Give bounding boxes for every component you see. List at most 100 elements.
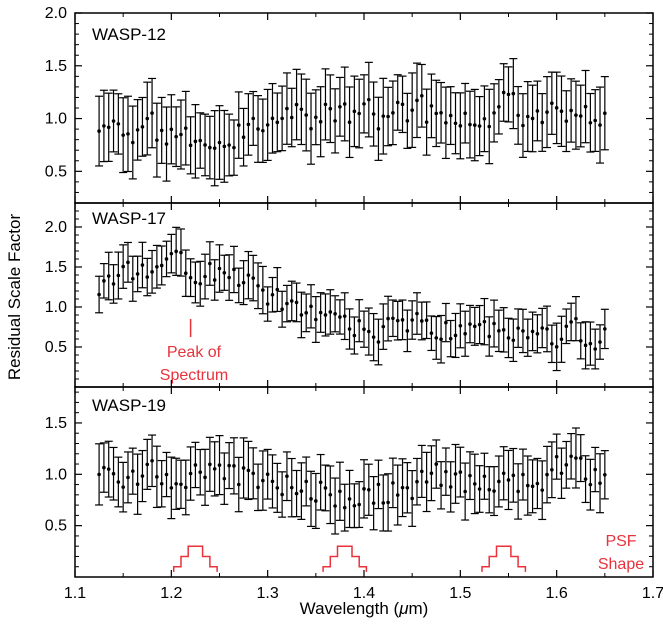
data-point bbox=[506, 478, 511, 482]
data-point bbox=[439, 110, 443, 115]
panel-label-wasp-12: WASP-12 bbox=[92, 25, 166, 44]
data-point bbox=[477, 487, 482, 491]
data-point bbox=[116, 273, 121, 278]
data-point bbox=[145, 275, 150, 279]
data-point bbox=[140, 263, 145, 267]
data-point bbox=[415, 311, 419, 316]
data-point bbox=[598, 123, 602, 127]
data-point bbox=[270, 292, 275, 297]
y-tick-label: 2.0 bbox=[45, 219, 67, 236]
data-point bbox=[569, 108, 573, 113]
data-point bbox=[198, 138, 203, 143]
data-point bbox=[521, 329, 525, 333]
data-point bbox=[102, 124, 106, 128]
data-point bbox=[256, 485, 260, 490]
data-point bbox=[381, 501, 386, 505]
data-point bbox=[578, 114, 583, 118]
data-point bbox=[342, 314, 347, 318]
data-point bbox=[309, 126, 313, 131]
data-point bbox=[328, 492, 333, 497]
data-point bbox=[265, 123, 270, 127]
x-tick-label: 1.1 bbox=[64, 585, 86, 602]
data-point bbox=[289, 299, 294, 303]
data-point bbox=[472, 123, 477, 127]
data-point bbox=[453, 472, 458, 476]
data-point bbox=[236, 123, 241, 127]
data-point bbox=[299, 107, 304, 112]
data-point bbox=[106, 467, 111, 471]
y-tick-label: 1.0 bbox=[45, 299, 67, 316]
data-point bbox=[400, 318, 405, 322]
data-point bbox=[285, 106, 289, 111]
psf-shape bbox=[481, 545, 527, 572]
data-point bbox=[299, 489, 304, 493]
data-point bbox=[164, 472, 169, 477]
data-point bbox=[554, 106, 559, 110]
data-point bbox=[400, 485, 405, 490]
data-point bbox=[131, 276, 135, 281]
data-point bbox=[564, 119, 569, 123]
data-point bbox=[588, 341, 593, 346]
data-point bbox=[439, 337, 443, 342]
data-point bbox=[352, 503, 357, 508]
data-point bbox=[367, 97, 371, 102]
data-point bbox=[559, 109, 564, 114]
data-point bbox=[150, 111, 154, 115]
data-point bbox=[497, 479, 501, 484]
peak-label-line2: Spectrum bbox=[160, 367, 228, 384]
data-point bbox=[530, 329, 535, 334]
data-point bbox=[121, 133, 125, 137]
data-point bbox=[208, 145, 212, 150]
data-point bbox=[217, 463, 222, 467]
data-point bbox=[492, 111, 496, 115]
data-point bbox=[458, 124, 463, 128]
data-point bbox=[309, 304, 313, 309]
data-point bbox=[429, 331, 434, 336]
data-point bbox=[468, 122, 472, 127]
data-point bbox=[208, 462, 212, 467]
data-point bbox=[574, 316, 578, 321]
data-point bbox=[593, 118, 597, 123]
data-point bbox=[463, 331, 467, 336]
data-point bbox=[472, 324, 477, 329]
data-point bbox=[314, 499, 318, 503]
data-point bbox=[179, 250, 183, 255]
data-point bbox=[280, 307, 284, 312]
data-point bbox=[550, 467, 554, 472]
data-point bbox=[140, 474, 145, 478]
data-point bbox=[477, 124, 482, 128]
data-point bbox=[453, 121, 458, 126]
data-point bbox=[135, 128, 140, 132]
data-point bbox=[261, 288, 265, 292]
data-point bbox=[424, 480, 429, 484]
data-point bbox=[588, 482, 593, 487]
data-point bbox=[265, 302, 270, 306]
data-point bbox=[574, 456, 578, 460]
data-point bbox=[102, 465, 106, 470]
data-point bbox=[501, 90, 506, 95]
data-point bbox=[482, 474, 487, 479]
panel-frame-wasp-17 bbox=[74, 202, 654, 388]
data-point bbox=[106, 125, 111, 130]
data-point bbox=[111, 471, 116, 476]
data-point bbox=[386, 114, 390, 119]
data-point bbox=[362, 327, 366, 331]
data-point bbox=[391, 481, 395, 485]
y-tick-label: 0.5 bbox=[45, 339, 67, 356]
data-point bbox=[516, 113, 520, 118]
data-point bbox=[415, 479, 419, 484]
data-point bbox=[203, 274, 207, 279]
data-point bbox=[116, 122, 121, 126]
data-point bbox=[251, 471, 256, 476]
data-point bbox=[574, 113, 578, 117]
data-point bbox=[367, 487, 371, 492]
data-point bbox=[164, 257, 169, 261]
data-point bbox=[376, 482, 381, 487]
data-point bbox=[362, 102, 366, 106]
data-point bbox=[97, 129, 101, 133]
data-point bbox=[241, 135, 246, 139]
data-point bbox=[323, 102, 328, 107]
y-tick-label: 2.0 bbox=[45, 5, 67, 22]
data-point bbox=[357, 502, 361, 507]
data-point bbox=[482, 319, 487, 324]
